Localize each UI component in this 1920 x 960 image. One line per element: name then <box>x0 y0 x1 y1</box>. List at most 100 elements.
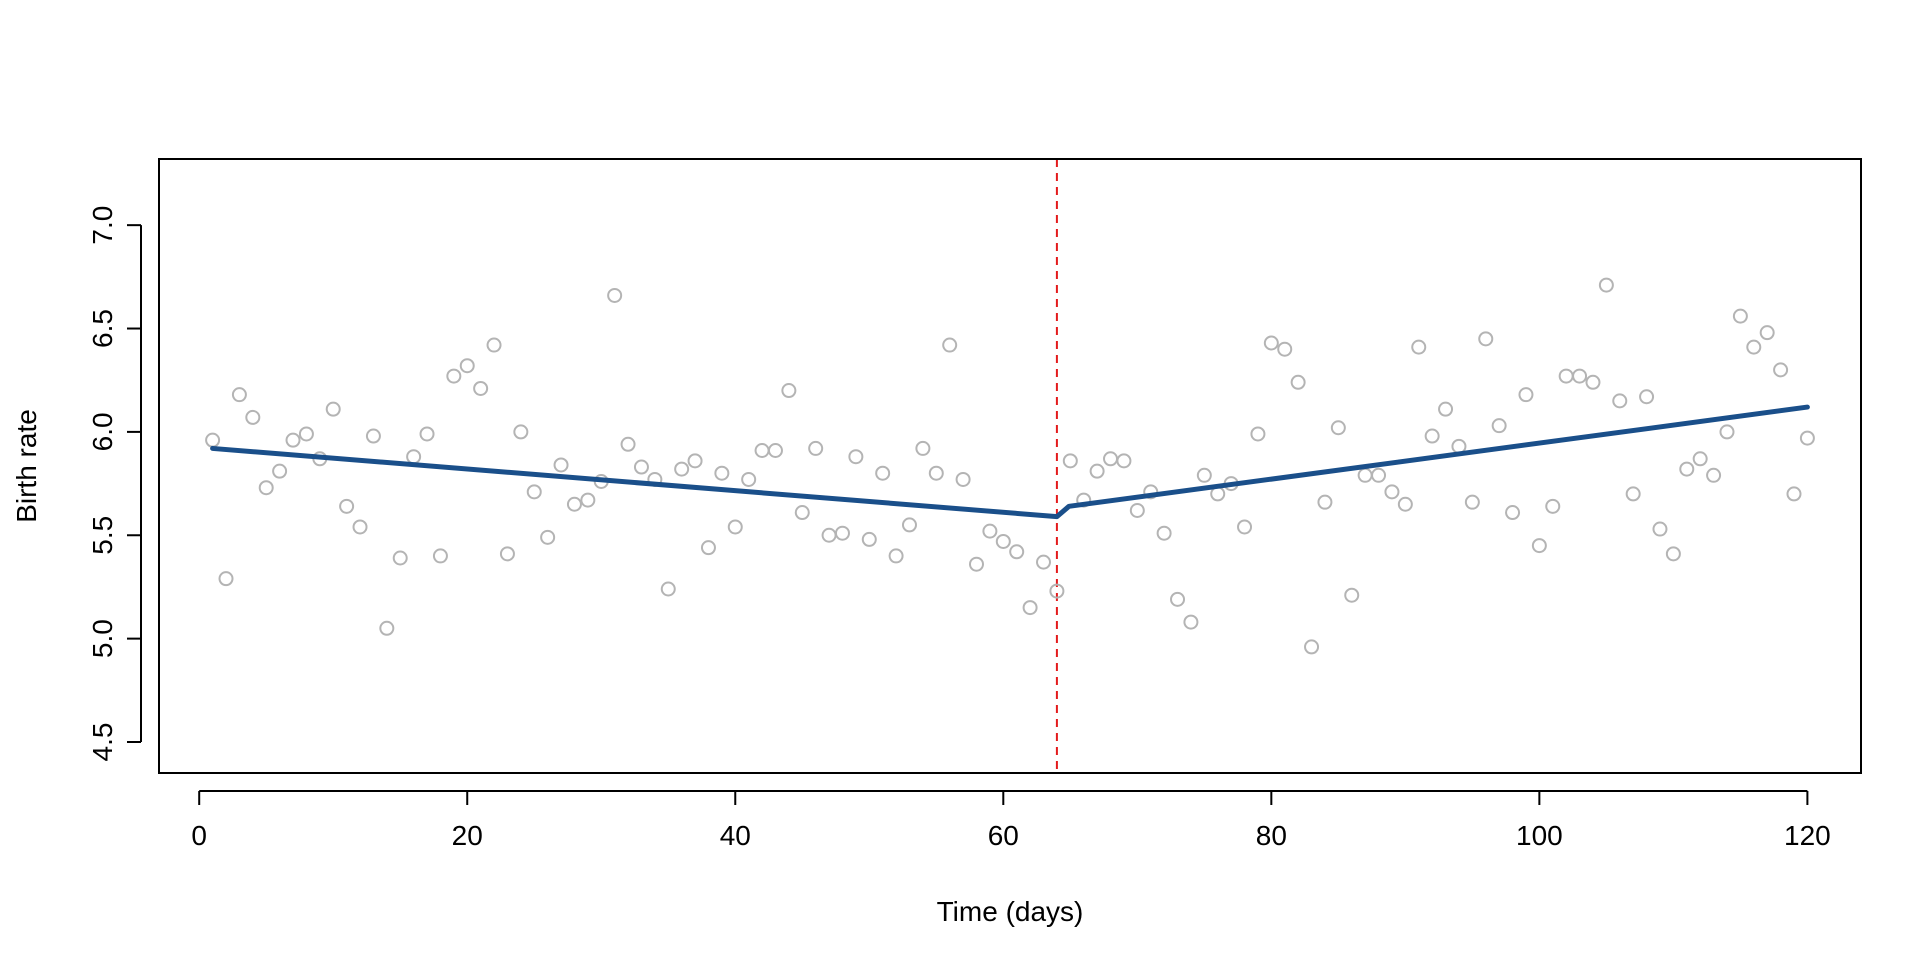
data-point <box>674 461 690 477</box>
data-point <box>432 548 448 564</box>
data-point <box>1773 362 1789 378</box>
data-point <box>513 424 529 440</box>
data-point <box>928 465 944 481</box>
data-point <box>633 459 649 475</box>
x-tick-label: 100 <box>1516 820 1563 851</box>
data-point <box>526 484 542 500</box>
data-point <box>1196 467 1212 483</box>
data-point <box>808 440 824 456</box>
data-point <box>1397 496 1413 512</box>
data-point <box>553 457 569 473</box>
data-point <box>1746 339 1762 355</box>
x-axis-title: Time (days) <box>937 896 1084 927</box>
data-point <box>915 440 931 456</box>
data-point <box>1384 484 1400 500</box>
data-point <box>1049 583 1065 599</box>
data-point <box>1116 453 1132 469</box>
data-point <box>834 525 850 541</box>
data-point <box>446 368 462 384</box>
data-point <box>1719 424 1735 440</box>
data-point <box>888 548 904 564</box>
data-point <box>1170 591 1186 607</box>
data-point <box>1330 420 1346 436</box>
data-point <box>1290 374 1306 390</box>
data-point <box>1491 418 1507 434</box>
data-point <box>1518 387 1534 403</box>
data-point <box>258 480 274 496</box>
data-point <box>995 533 1011 549</box>
y-tick-label: 5.5 <box>87 516 118 555</box>
y-axis-title: Birth rate <box>11 409 42 523</box>
data-point <box>821 527 837 543</box>
data-point <box>1304 639 1320 655</box>
data-point <box>607 287 623 303</box>
y-tick-label: 6.5 <box>87 309 118 348</box>
fit-line-layer <box>210 404 1810 520</box>
data-point <box>1263 335 1279 351</box>
data-point <box>325 401 341 417</box>
data-point <box>1625 486 1641 502</box>
data-point <box>781 383 797 399</box>
x-tick-label: 0 <box>191 820 207 851</box>
data-point <box>580 492 596 508</box>
data-point <box>272 463 288 479</box>
x-tick-label: 80 <box>1256 820 1287 851</box>
data-point <box>245 409 261 425</box>
x-tick-label: 40 <box>720 820 751 851</box>
data-point <box>942 337 958 353</box>
data-point <box>218 571 234 587</box>
data-point <box>1277 341 1293 357</box>
data-point <box>1478 331 1494 347</box>
data-point <box>968 556 984 572</box>
data-point <box>1652 521 1668 537</box>
data-point <box>1692 451 1708 467</box>
data-point <box>406 449 422 465</box>
data-point <box>754 442 770 458</box>
data-point <box>1706 467 1722 483</box>
data-point <box>365 428 381 444</box>
data-point <box>352 519 368 535</box>
data-point <box>1237 519 1253 535</box>
data-point <box>1250 426 1266 442</box>
data-point <box>419 426 435 442</box>
data-point <box>1612 393 1628 409</box>
data-point <box>459 358 475 374</box>
data-point <box>687 453 703 469</box>
x-tick-label: 60 <box>988 820 1019 851</box>
plot-frame <box>158 158 1862 774</box>
data-point <box>861 531 877 547</box>
data-point <box>727 519 743 535</box>
data-point <box>1036 554 1052 570</box>
data-point <box>1156 525 1172 541</box>
data-point <box>1786 486 1802 502</box>
data-point <box>1679 461 1695 477</box>
data-point <box>700 540 716 556</box>
y-tick-label: 5.0 <box>87 619 118 658</box>
data-point <box>1665 546 1681 562</box>
data-point <box>1598 277 1614 293</box>
fit-line <box>210 404 1810 520</box>
data-point <box>1585 374 1601 390</box>
data-point <box>1639 389 1655 405</box>
data-point <box>1317 494 1333 510</box>
data-point <box>1572 368 1588 384</box>
data-point <box>794 505 810 521</box>
data-point <box>1344 587 1360 603</box>
data-point <box>1531 538 1547 554</box>
data-point <box>499 546 515 562</box>
data-point <box>1424 428 1440 444</box>
data-point <box>1371 467 1387 483</box>
data-point <box>1732 308 1748 324</box>
data-point <box>1438 401 1454 417</box>
y-tick-label: 7.0 <box>87 206 118 245</box>
data-point <box>901 517 917 533</box>
data-point <box>1009 544 1025 560</box>
data-point <box>486 337 502 353</box>
data-point <box>285 432 301 448</box>
data-point <box>231 387 247 403</box>
data-point <box>473 380 489 396</box>
data-point <box>1089 463 1105 479</box>
data-point <box>566 496 582 512</box>
x-axis: 0 20 40 60 80 100 120 <box>191 790 1831 851</box>
data-point <box>540 529 556 545</box>
